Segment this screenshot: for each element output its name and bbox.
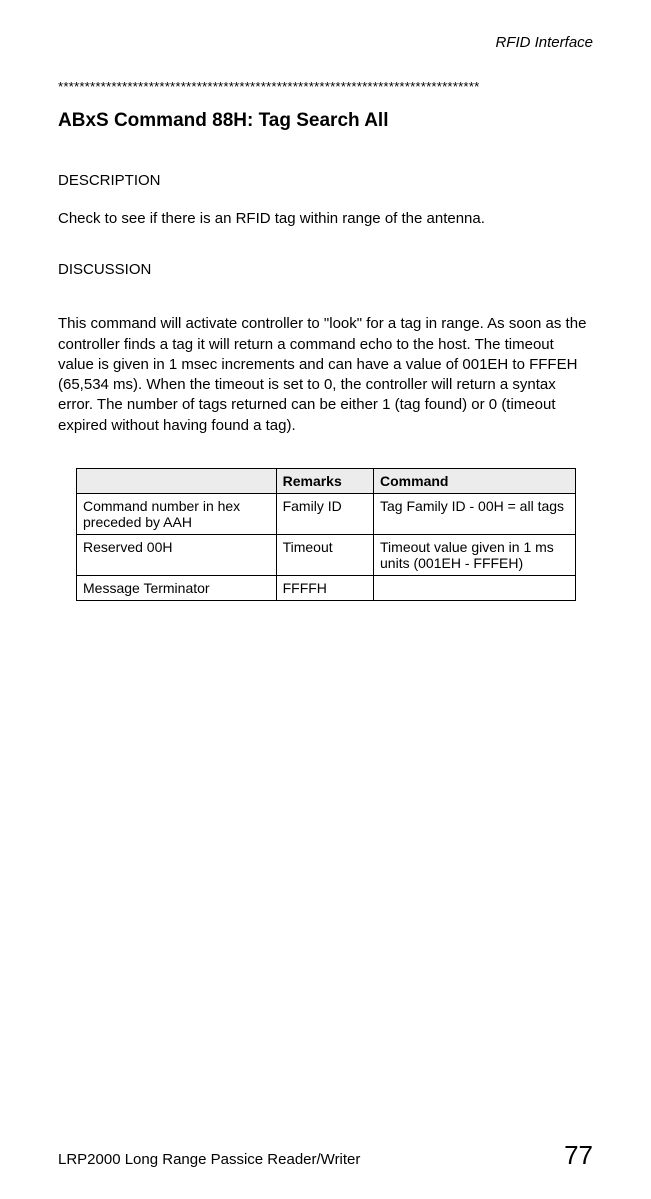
page-number: 77 — [564, 1140, 593, 1171]
table-row: Message Terminator FFFFH — [77, 575, 576, 600]
page-content: RFID Interface *************************… — [0, 0, 651, 601]
table-header-row: Remarks Command — [77, 468, 576, 493]
header-section: RFID Interface — [58, 34, 593, 51]
table-row: Command number in hex preceded by AAH Fa… — [77, 493, 576, 534]
description-text: Check to see if there is an RFID tag wit… — [58, 209, 593, 229]
table-cell: FFFFH — [276, 575, 373, 600]
page-footer: LRP2000 Long Range Passice Reader/Writer… — [58, 1140, 593, 1171]
table-cell: Reserved 00H — [77, 534, 277, 575]
table-cell: Timeout value given in 1 ms units (001EH… — [374, 534, 576, 575]
table-cell: Message Terminator — [77, 575, 277, 600]
table-header-remarks: Remarks — [276, 468, 373, 493]
table-row: Reserved 00H Timeout Timeout value given… — [77, 534, 576, 575]
table-cell: Command number in hex preceded by AAH — [77, 493, 277, 534]
command-table: Remarks Command Command number in hex pr… — [76, 468, 576, 601]
table-cell: Tag Family ID - 00H = all tags — [374, 493, 576, 534]
footer-title: LRP2000 Long Range Passice Reader/Writer — [58, 1151, 360, 1168]
discussion-heading: DISCUSSION — [58, 261, 593, 278]
discussion-text: This command will activate controller to… — [58, 314, 593, 436]
table-cell: Timeout — [276, 534, 373, 575]
separator-line: ****************************************… — [58, 79, 593, 94]
table-cell: Family ID — [276, 493, 373, 534]
table-header-blank — [77, 468, 277, 493]
table-header-command: Command — [374, 468, 576, 493]
description-heading: DESCRIPTION — [58, 172, 593, 189]
command-title: ABxS Command 88H: Tag Search All — [58, 110, 593, 132]
table-cell — [374, 575, 576, 600]
